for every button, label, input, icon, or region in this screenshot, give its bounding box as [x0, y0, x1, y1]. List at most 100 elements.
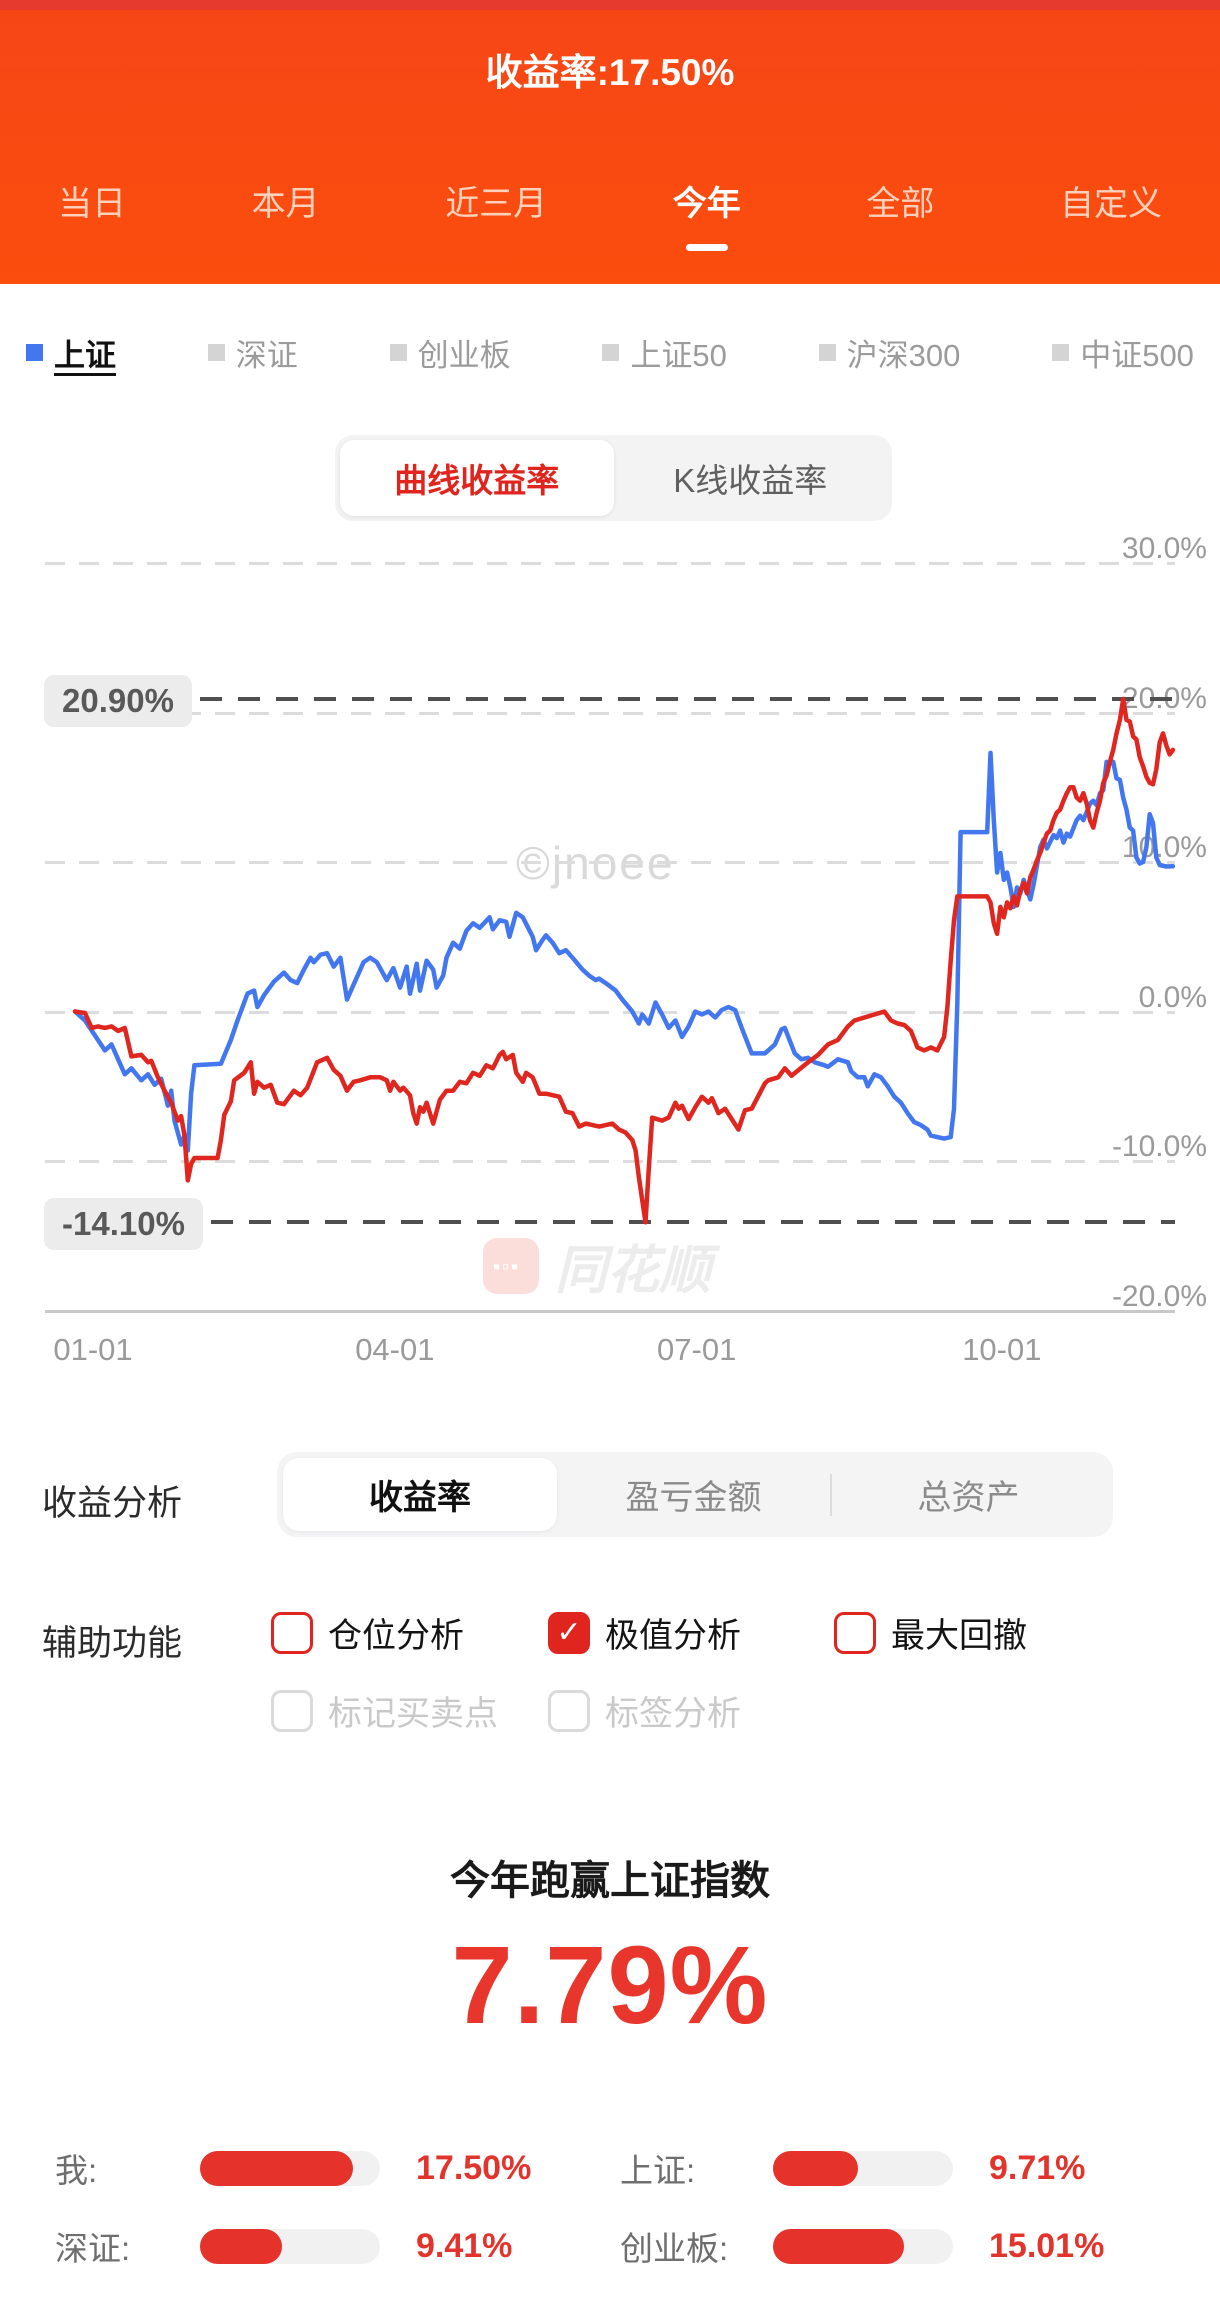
aux-checkbox-label: 标签分析 — [605, 1695, 741, 1733]
legend-item-沪深300[interactable]: 沪深300 — [818, 330, 961, 375]
stat-value: 9.71% — [989, 2148, 1086, 2187]
ths-watermark-text: 同花顺 — [555, 1242, 712, 1300]
unchecked-checkbox-icon[interactable] — [834, 1611, 876, 1654]
returns-chart[interactable]: ©jnoee ▪▫▪ 同花顺 30.0% 20.0% 10.0% 0.0% -10.0%… — [0, 532, 1220, 1370]
x-tick-label: 01-01 — [53, 1332, 133, 1367]
legend-marker-icon — [1052, 344, 1070, 361]
active-tab-underline — [685, 244, 728, 251]
legend-item-创业板[interactable]: 创业板 — [389, 330, 511, 375]
aux-checkbox-label: 仓位分析 — [328, 1617, 464, 1655]
index-legend: 上证 深证 创业板 上证50 沪深300 中证500 — [0, 330, 1220, 375]
legend-label: 中证500 — [1080, 338, 1194, 373]
ths-watermark: ▪▫▪ 同花顺 — [483, 1228, 711, 1303]
tab-自定义[interactable]: 自定义 — [1059, 185, 1162, 223]
x-tick-label: 07-01 — [657, 1332, 737, 1367]
legend-label: 上证 — [54, 338, 116, 373]
aux-checkbox-极值分析[interactable]: ✓ 极值分析 — [548, 1608, 741, 1657]
stat-label: 创业板: — [620, 2230, 729, 2267]
y-tick-label: 0.0% — [1138, 980, 1207, 1014]
gridline-30 — [45, 562, 1175, 565]
stat-bar-fill — [773, 2228, 905, 2264]
page-title: 收益率:17.50% — [485, 52, 735, 93]
legend-marker-icon — [207, 344, 225, 361]
app-header: 收益率:17.50% 当日 本月 近三月 今年 全部 自定义 — [0, 0, 1220, 284]
stat-bar-track — [773, 2228, 953, 2264]
legend-label: 深证 — [235, 338, 298, 373]
tab-当日[interactable]: 当日 — [58, 185, 126, 223]
unchecked-checkbox-icon[interactable] — [271, 1689, 313, 1732]
stat-label: 深证: — [55, 2230, 131, 2267]
segment-divider — [830, 1473, 832, 1516]
stat-value: 9.41% — [416, 2226, 513, 2265]
stat-bar-fill — [200, 2228, 283, 2264]
aux-checkbox-仓位分析[interactable]: 仓位分析 — [271, 1608, 464, 1657]
extreme-value-line — [211, 1220, 1175, 1225]
x-tick-label: 04-01 — [355, 1332, 435, 1367]
y-tick-label: -20.0% — [1111, 1279, 1207, 1313]
gridline-20 — [45, 711, 1175, 715]
tab-近三月[interactable]: 近三月 — [445, 185, 548, 223]
analysis-segmented-control: 收益率 盈亏金额 总资产 — [277, 1452, 1113, 1537]
stat-bar-fill — [773, 2150, 858, 2186]
legend-item-深证[interactable]: 深证 — [207, 330, 298, 375]
analysis-section-label: 收益分析 — [42, 1484, 183, 1523]
period-tab-bar: 当日 本月 近三月 今年 全部 自定义 — [0, 185, 1220, 251]
ths-logo-icon: ▪▫▪ — [483, 1237, 539, 1294]
aux-checkbox-最大回撤[interactable]: 最大回撤 — [834, 1608, 1027, 1657]
stat-item-上证: 上证: 9.71% — [620, 2144, 1085, 2192]
chart-mode-toggle: 曲线收益率 K线收益率 — [335, 435, 892, 521]
analysis-option-总资产[interactable]: 总资产 — [917, 1479, 1020, 1517]
stat-item-创业板: 创业板: 15.01% — [620, 2222, 1104, 2270]
unchecked-checkbox-icon[interactable] — [548, 1689, 590, 1732]
outperform-value: 7.79% — [451, 1924, 769, 2047]
stat-item-深证: 深证: 9.41% — [55, 2222, 512, 2270]
unchecked-checkbox-icon[interactable] — [271, 1611, 313, 1654]
outperform-caption: 今年跑赢上证指数 — [450, 1859, 770, 1903]
x-axis-line — [45, 1309, 1175, 1313]
mode-option-K线收益率[interactable]: K线收益率 — [673, 462, 828, 499]
stat-bar-track — [200, 2228, 380, 2264]
aux-checkbox-标记买卖点[interactable]: 标记买卖点 — [271, 1686, 498, 1735]
series-line-上证 — [72, 750, 1176, 1153]
legend-label: 上证50 — [630, 338, 727, 373]
aux-section-label: 辅助功能 — [42, 1624, 183, 1663]
analysis-option-收益率[interactable]: 收益率 — [283, 1458, 557, 1531]
analysis-option-盈亏金额[interactable]: 盈亏金额 — [625, 1479, 762, 1517]
y-tick-label: -10.0% — [1111, 1130, 1207, 1163]
tab-今年[interactable]: 今年 — [673, 186, 741, 251]
aux-checkbox-label: 标记买卖点 — [328, 1695, 498, 1733]
legend-marker-icon — [26, 344, 43, 361]
aux-checkbox-label: 最大回撤 — [891, 1617, 1027, 1655]
legend-item-中证500[interactable]: 中证500 — [1052, 330, 1194, 375]
tab-本月[interactable]: 本月 — [251, 185, 320, 223]
extreme-value-line — [200, 697, 1175, 702]
aux-checkbox-label: 极值分析 — [605, 1617, 741, 1655]
status-bar-strip — [0, 0, 1220, 10]
stat-bar-track — [773, 2150, 953, 2186]
gridline-10 — [45, 861, 1175, 864]
check-icon: ✓ — [556, 1615, 582, 1649]
extreme-value-badge: 20.90% — [44, 675, 192, 728]
chart-series-svg — [72, 696, 1176, 1225]
legend-item-上证[interactable]: 上证 — [26, 330, 116, 375]
legend-label: 创业板 — [417, 338, 511, 373]
tab-全部[interactable]: 全部 — [866, 185, 935, 223]
stat-value: 17.50% — [416, 2148, 532, 2187]
mode-option-曲线收益率[interactable]: 曲线收益率 — [340, 440, 614, 516]
gridline-0 — [45, 1010, 1175, 1014]
stat-bar-track — [200, 2150, 380, 2186]
aux-checkbox-标签分析[interactable]: 标签分析 — [548, 1686, 741, 1735]
stat-label: 上证: — [620, 2152, 696, 2189]
legend-marker-icon — [602, 344, 620, 361]
gridline--10 — [45, 1160, 1175, 1163]
legend-label: 沪深300 — [846, 338, 961, 373]
stat-value: 15.01% — [989, 2226, 1105, 2265]
stat-bar-fill — [200, 2150, 353, 2186]
series-line-我 — [72, 696, 1176, 1225]
legend-item-上证50[interactable]: 上证50 — [602, 330, 727, 375]
y-tick-label: 30.0% — [1121, 532, 1207, 565]
checked-checkbox-icon[interactable]: ✓ — [548, 1611, 590, 1654]
legend-marker-icon — [389, 344, 407, 361]
extreme-value-badge: -14.10% — [44, 1198, 203, 1251]
stat-item-我: 我: 17.50% — [55, 2144, 531, 2192]
